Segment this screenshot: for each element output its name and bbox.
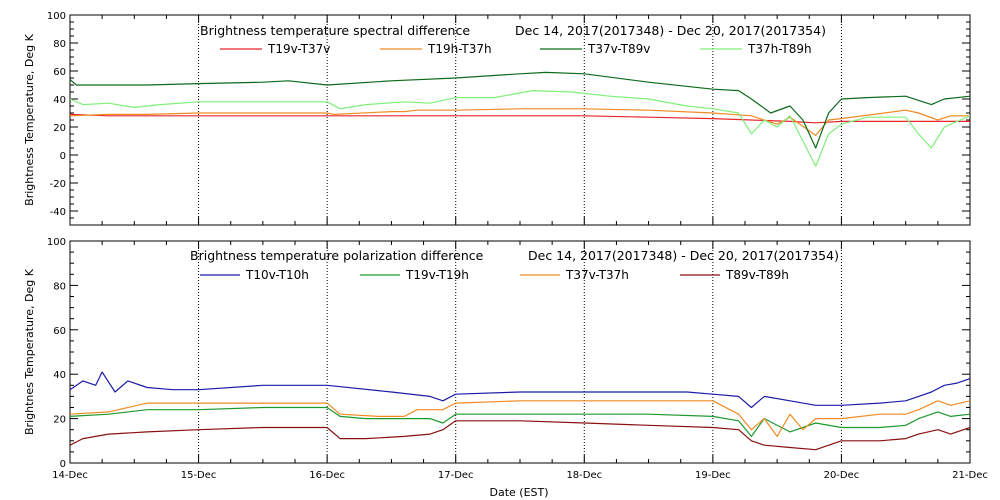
series-line-t37v-t37h xyxy=(70,400,970,437)
series-line-t19v-t37v xyxy=(70,113,970,124)
polarization-difference-chart: 0 20 40 60 80 100 14-Dec 15-Dec 16-Dec 17-Dec 18-D… xyxy=(23,237,988,481)
legend-label: T89v-T89h xyxy=(725,268,789,282)
y-tick-label: 0 xyxy=(60,459,66,470)
y-tick-label: -20 xyxy=(50,179,66,190)
y-tick-label: 20 xyxy=(53,123,66,134)
chart-title: Brightness temperature polarization diff… xyxy=(190,248,484,263)
legend-label: T37v-T89v xyxy=(587,42,650,56)
y-tick-label: 100 xyxy=(47,237,66,248)
y-tick-label: 60 xyxy=(53,326,66,337)
x-tick-label: 16-Dec xyxy=(309,470,345,481)
series-line-t37h-t89h xyxy=(70,90,970,167)
legend-label: T10v-T10h xyxy=(245,268,309,282)
x-tick-label: 17-Dec xyxy=(438,470,474,481)
y-axis-title: Brightnes Temperature, Deg K xyxy=(23,268,36,435)
series-line-t37v-t89v xyxy=(70,71,970,149)
x-tick-label: 20-Dec xyxy=(824,470,860,481)
series-line-t10v-t10h xyxy=(70,371,970,409)
x-tick-label: 19-Dec xyxy=(695,470,731,481)
y-tick-label: 100 xyxy=(47,11,66,22)
x-tick-label: 14-Dec xyxy=(52,470,88,481)
y-axis-title: Brightness Temperature, Deg K xyxy=(23,33,36,205)
legend-label: T37h-T89h xyxy=(747,42,812,56)
y-tick-label: 80 xyxy=(53,281,66,292)
series-line-t19v-t19h xyxy=(70,406,970,437)
legend-label: T19v-T37v xyxy=(267,42,330,56)
legend-label: T19v-T19h xyxy=(405,268,469,282)
date-range: Dec 14, 2017(2017348) - Dec 20, 2017(201… xyxy=(515,23,826,38)
series-line-t89v-t89h xyxy=(70,420,970,451)
plot-frame xyxy=(69,14,971,226)
x-tick-label: 15-Dec xyxy=(181,470,217,481)
y-tick-label: 40 xyxy=(53,370,66,381)
legend-label: T37v-T37h xyxy=(565,268,629,282)
x-tick-label: 21-Dec xyxy=(952,470,988,481)
date-range: Dec 14, 2017(2017348) - Dec 20, 2017(201… xyxy=(528,248,839,263)
y-tick-label: 80 xyxy=(53,39,66,50)
y-tick-label: -40 xyxy=(50,207,66,218)
x-axis-title: Date (EST) xyxy=(489,486,548,499)
y-tick-label: 60 xyxy=(53,67,66,78)
y-tick-label: 40 xyxy=(53,95,66,106)
x-tick-label: 18-Dec xyxy=(566,470,602,481)
series-line-t19h-t37h xyxy=(70,108,970,136)
spectral-difference-chart: -40 -20 0 20 40 60 80 100 Brightness Temperature… xyxy=(23,11,971,226)
chart-title: Brightness temperature spectral differen… xyxy=(200,23,470,38)
y-tick-label: 0 xyxy=(60,151,66,162)
y-tick-label: 20 xyxy=(53,415,66,426)
legend-label: T19h-T37h xyxy=(427,42,492,56)
